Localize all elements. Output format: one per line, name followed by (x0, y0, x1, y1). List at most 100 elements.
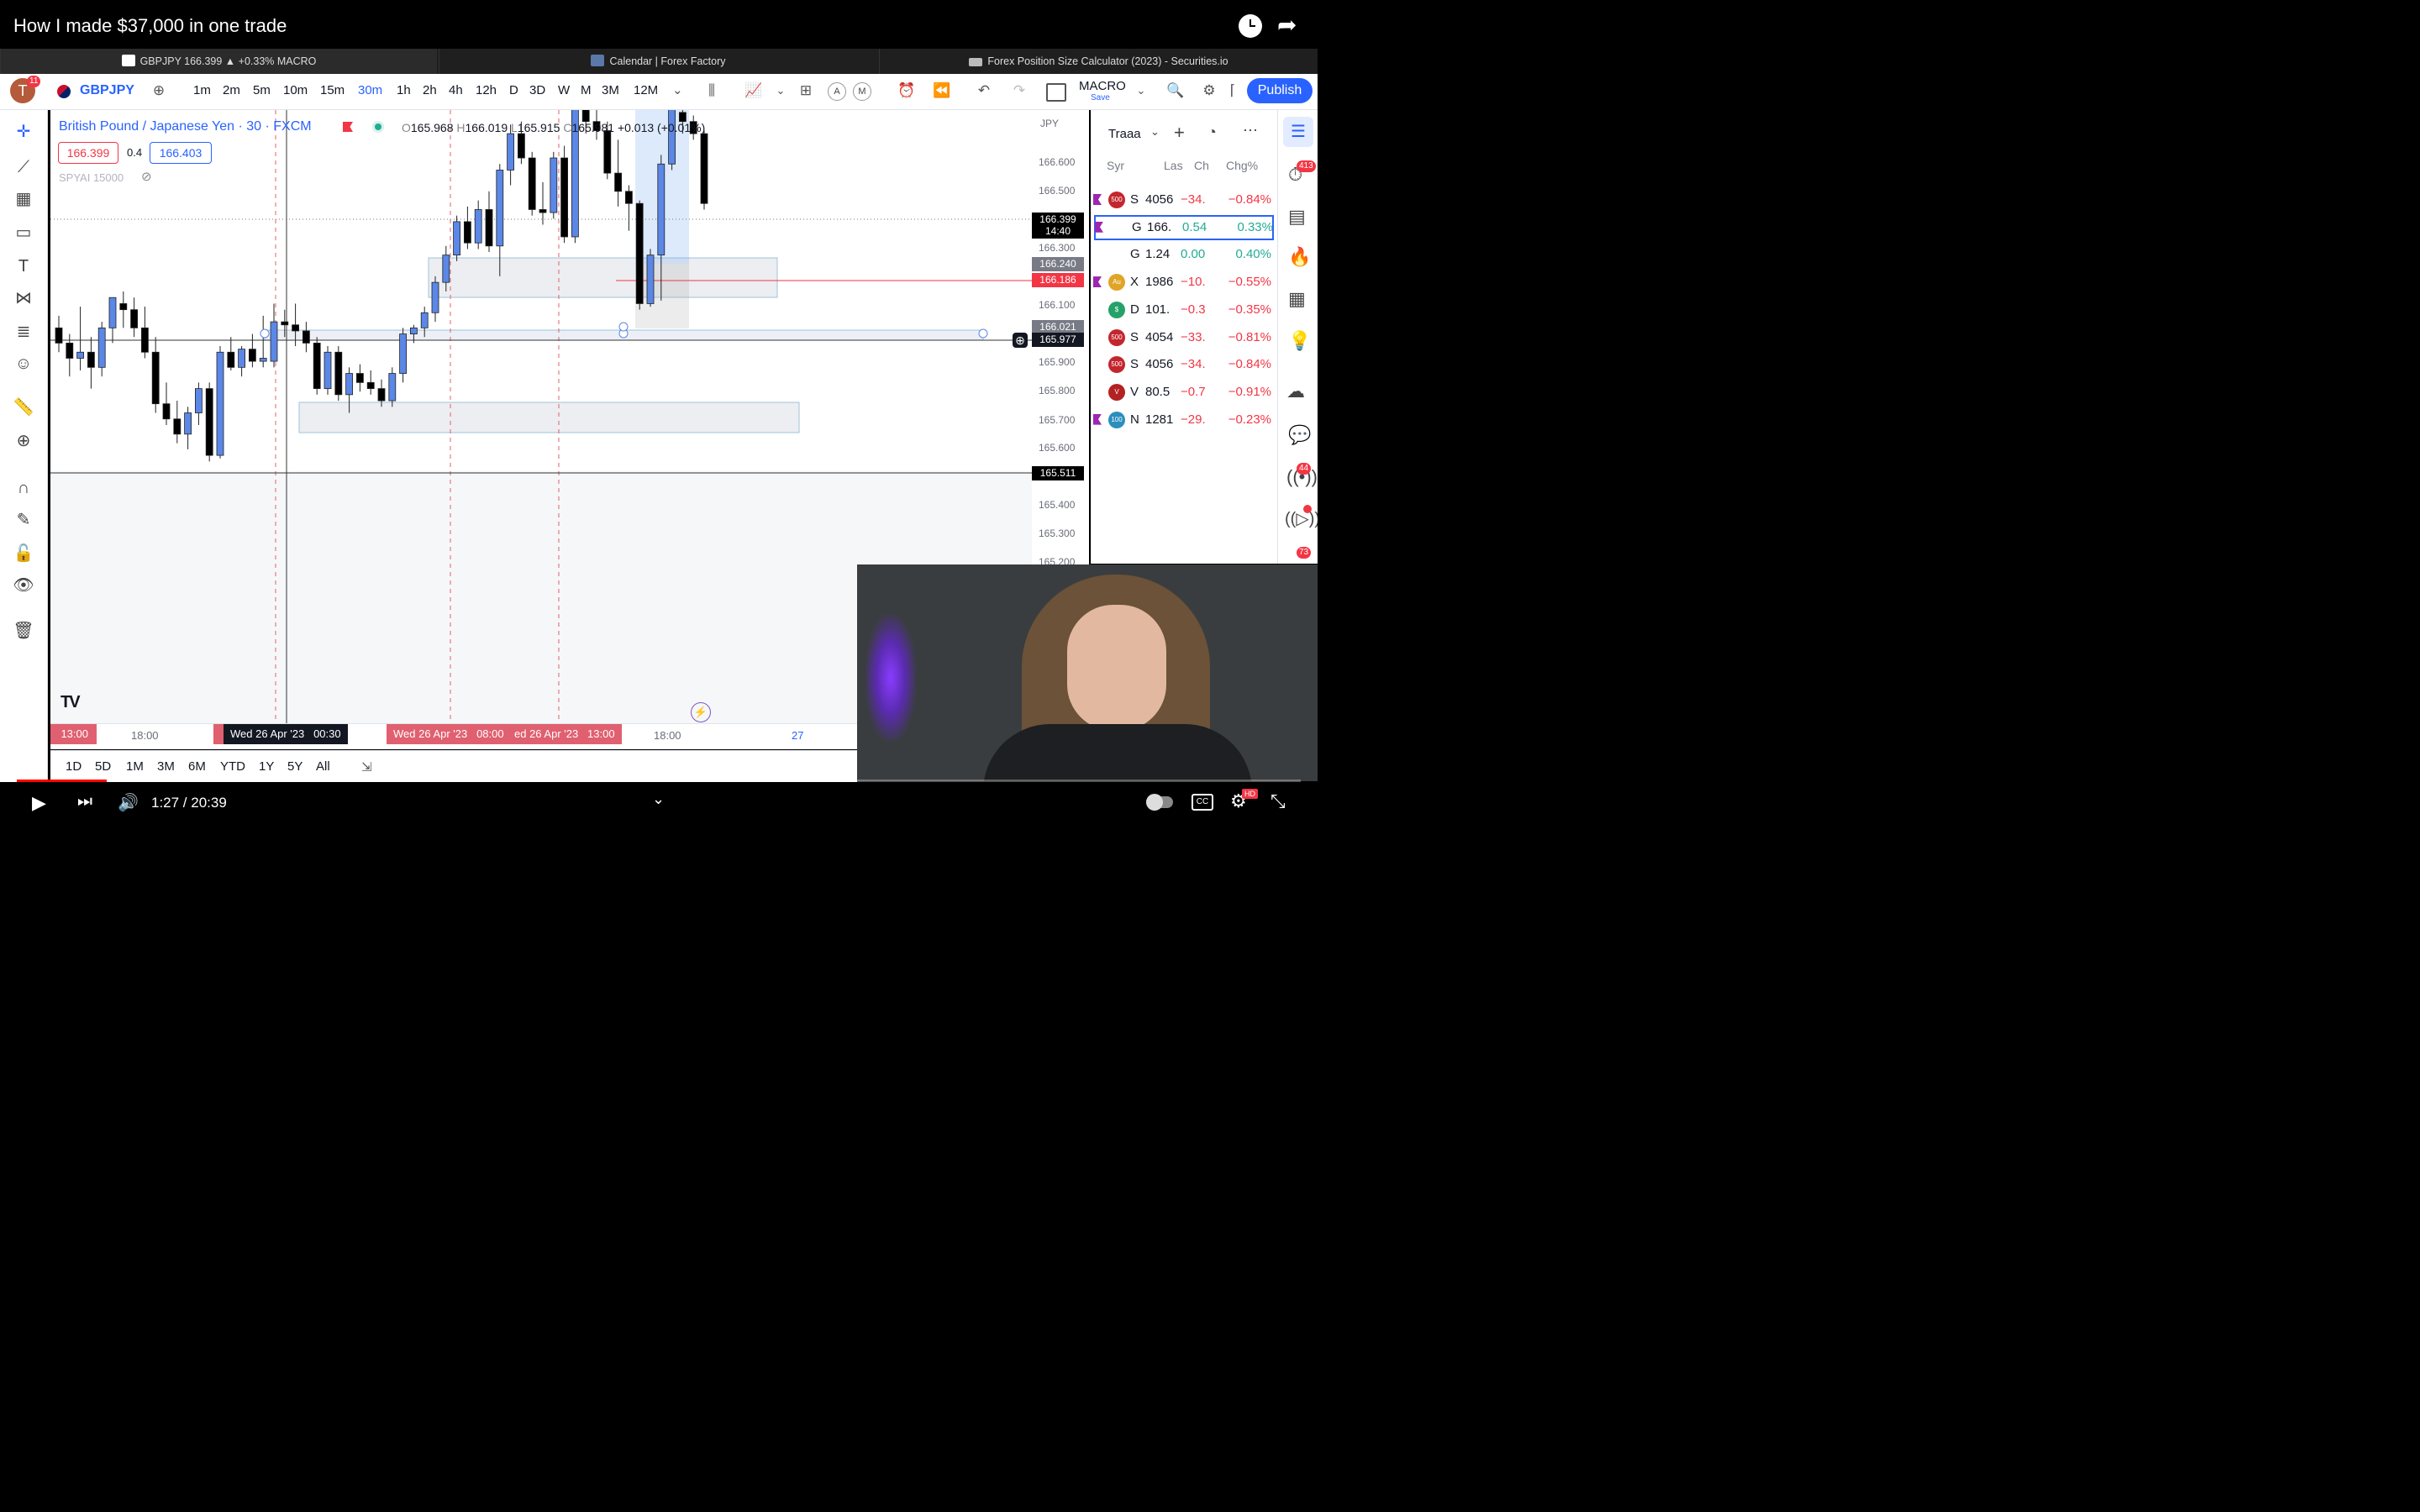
sell-price-button[interactable]: 166.399 (58, 142, 118, 164)
range-3m[interactable]: 3M (157, 759, 175, 774)
timeframe-15m[interactable]: 15m (320, 83, 345, 97)
forecast-tool-icon[interactable]: ≣ (16, 323, 31, 341)
watchlist-row[interactable]: Au X 1986 −10. −0.55% (1092, 269, 1278, 296)
range-1d[interactable]: 1D (66, 759, 82, 774)
layout-save-label[interactable]: Save (1091, 93, 1110, 102)
zoom-in-icon[interactable]: ⊕ (16, 432, 31, 450)
magnet-icon[interactable]: ∩ (17, 479, 30, 497)
compare-symbol-icon[interactable]: ⊕ (152, 82, 166, 98)
settings-gear-icon[interactable]: ⚙ (1202, 82, 1216, 98)
watchlist-chart-icon[interactable]: ◔ (1207, 123, 1217, 140)
column-change[interactable]: Ch (1194, 159, 1209, 172)
watchlist-dropdown-icon[interactable]: ⌄ (1150, 125, 1160, 138)
range-5y[interactable]: 5Y (287, 759, 303, 774)
range-1m[interactable]: 1M (126, 759, 144, 774)
timeframe-1m[interactable]: 1m (193, 83, 211, 97)
goto-date-icon[interactable]: ⇲ (361, 760, 372, 774)
unlock-icon[interactable]: 🔓 (13, 544, 34, 563)
hide-drawings-eye-icon[interactable]: 👁 (13, 576, 34, 595)
timeframe-12h[interactable]: 12h (476, 83, 497, 97)
range-ytd[interactable]: YTD (220, 759, 245, 774)
indicator-hidden-eye-icon[interactable]: ⊘ (141, 170, 152, 184)
add-alert-plus-icon[interactable]: ⊕ (1013, 333, 1028, 348)
expand-icon[interactable]: ⌈ (1229, 82, 1236, 98)
column-change-pct[interactable]: Chg% (1226, 159, 1259, 172)
watch-later-icon[interactable] (1239, 14, 1262, 38)
buy-price-button[interactable]: 166.403 (150, 142, 212, 164)
messages-icon[interactable]: 💬 (1288, 424, 1312, 445)
play-icon[interactable]: ▶ (32, 792, 46, 813)
watchlist-row[interactable]: GB G 166. 0.54 0.33% (1093, 214, 1275, 241)
indicator-label[interactable]: SPYAI 15000 (59, 171, 124, 184)
timeframe-2m[interactable]: 2m (223, 83, 240, 97)
rectangle-shape-icon[interactable]: ▭ (15, 223, 32, 242)
browser-tab-securities[interactable]: Forex Position Size Calculator (2023) - … (879, 49, 1318, 74)
timeframe-30m[interactable]: 30m (358, 83, 383, 97)
timeframe-2h[interactable]: 2h (423, 83, 437, 97)
symbol-search[interactable]: GBPJPY (80, 83, 134, 97)
hotlists-flame-icon[interactable]: 🔥 (1288, 246, 1312, 267)
browser-tab-forex-factory[interactable]: Calendar | Forex Factory (439, 49, 877, 74)
watchlist-row[interactable]: 500 S 4056 −34. −0.84% (1092, 186, 1278, 213)
row-flag-icon[interactable] (1093, 413, 1102, 425)
trend-line-icon[interactable]: ⟋ (18, 158, 29, 176)
more-options-icon[interactable]: ⋯ (1243, 122, 1258, 139)
watchlist-row[interactable]: $ D 101. −0.3 −0.35% (1092, 297, 1278, 323)
layouts-grid-icon[interactable]: ⊞ (799, 82, 813, 98)
add-symbol-icon[interactable]: + (1174, 122, 1185, 143)
watchlist-title[interactable]: Traaa (1108, 127, 1141, 141)
progress-bar-track[interactable] (17, 780, 1301, 783)
timeframe-w[interactable]: W (558, 83, 571, 97)
column-symbol[interactable]: Syr (1107, 159, 1124, 172)
watchlist-row[interactable]: 500 S 4054 −33. −0.81% (1092, 324, 1278, 351)
search-icon[interactable]: 🔍 (1166, 82, 1185, 98)
range-1y[interactable]: 1Y (259, 759, 275, 774)
pattern-tool-icon[interactable]: ⋈ (15, 289, 32, 307)
calendar-icon[interactable]: ▦ (1288, 288, 1306, 309)
timeframe-3m[interactable]: 3M (602, 83, 619, 97)
price-scale[interactable]: JPY 166.600 166.500 166.300 166.100 165.… (1032, 110, 1089, 723)
candles-chart-type-icon[interactable]: ⫼ (708, 82, 715, 98)
lock-drawing-pencil-icon[interactable]: ✎ (16, 511, 31, 529)
trash-icon[interactable]: 🗑 (13, 622, 34, 640)
crosshair-icon[interactable]: ✛ (16, 123, 31, 141)
text-tool-icon[interactable]: T (18, 257, 29, 276)
data-window-icon[interactable]: ▤ (1288, 206, 1306, 227)
alert-m-icon[interactable]: M (853, 82, 871, 101)
indicators-dropdown-icon[interactable]: ⌄ (776, 84, 786, 97)
chapter-chevron-icon[interactable]: ⌄ (652, 790, 666, 807)
next-icon[interactable]: ⏭ (77, 792, 92, 811)
chats-cloud-icon[interactable]: ☁ (1286, 381, 1305, 402)
timeframe-1h[interactable]: 1h (397, 83, 411, 97)
autoplay-toggle[interactable] (1146, 794, 1173, 811)
alert-clock-icon[interactable]: ⏰ (897, 82, 916, 98)
row-flag-icon[interactable] (1095, 221, 1103, 233)
publish-button[interactable]: Publish (1247, 78, 1313, 103)
timeframe-10m[interactable]: 10m (283, 83, 308, 97)
timeframe-5m[interactable]: 5m (253, 83, 271, 97)
captions-icon[interactable]: CC (1192, 794, 1213, 811)
time-axis[interactable]: 13:00 18:00 Wed 26 Apr '23 00:30 Wed 26 … (50, 723, 857, 749)
ideas-lightbulb-icon[interactable]: 💡 (1288, 330, 1312, 351)
row-flag-icon[interactable] (1093, 276, 1102, 288)
watchlist-row[interactable]: GB G 1.24 0.00 0.40% (1092, 241, 1278, 268)
timeframe-3d[interactable]: 3D (529, 83, 546, 97)
layout-name[interactable]: MACRO (1079, 79, 1126, 93)
range-all[interactable]: All (316, 759, 330, 774)
column-last[interactable]: Las (1164, 159, 1183, 172)
range-5d[interactable]: 5D (95, 759, 112, 774)
fullscreen-box-icon[interactable] (1046, 83, 1066, 102)
redo-icon[interactable]: ↷ (1013, 82, 1026, 98)
timeframe-m[interactable]: M (581, 83, 592, 97)
volume-icon[interactable]: 🔊 (118, 794, 139, 812)
streams-play-icon[interactable]: ((▷)) (1285, 510, 1318, 528)
replay-icon[interactable]: ⏪ (933, 82, 951, 98)
watchlist-icon[interactable]: ☰ (1283, 117, 1313, 147)
timeframe-d[interactable]: D (509, 83, 518, 97)
timeframe-12m[interactable]: 12M (634, 83, 659, 97)
timeframe-dropdown-icon[interactable]: ⌄ (672, 83, 683, 97)
lightning-icon[interactable]: ⚡ (691, 702, 711, 722)
alert-a-icon[interactable]: A (828, 82, 846, 101)
currency-selector[interactable]: JPY (1040, 118, 1060, 129)
layout-dropdown-icon[interactable]: ⌄ (1136, 84, 1146, 97)
